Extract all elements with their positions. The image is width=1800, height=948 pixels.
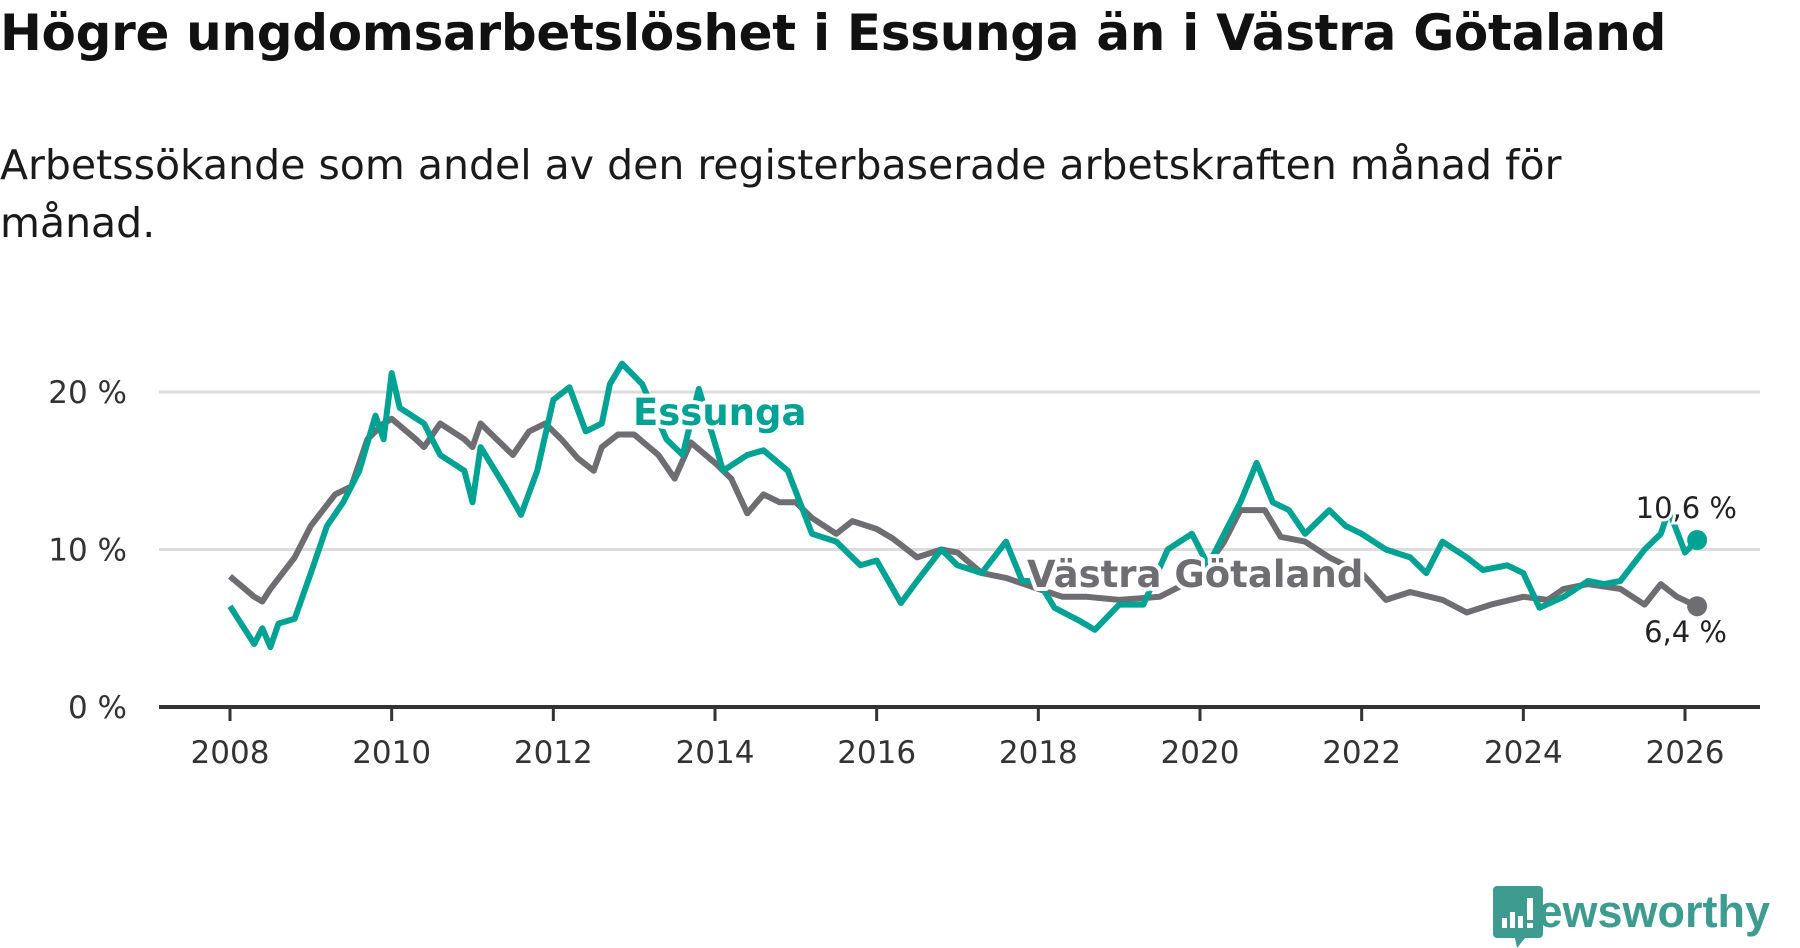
- x-tick-label: 2016: [837, 735, 916, 771]
- y-tick-label: 10 %: [48, 533, 127, 569]
- chart-subtitle: Arbetssökande som andel av den registerb…: [0, 141, 1562, 247]
- y-tick-label: 0 %: [68, 690, 127, 726]
- x-tick-label: 2026: [1646, 735, 1725, 771]
- x-tick-label: 2012: [514, 735, 593, 771]
- series-line-vastra-gotaland: [228, 415, 1699, 616]
- series-label-vastra-gotaland: Västra Götaland: [1027, 553, 1363, 596]
- end-point-marker: [1687, 530, 1708, 551]
- newsworthy-logo: Newsworthy: [1493, 886, 1771, 948]
- x-tick-label: 2014: [676, 735, 755, 771]
- x-tick-label: 2008: [191, 735, 270, 771]
- x-tick-label: 2010: [352, 735, 431, 771]
- x-tick-label: 2018: [999, 735, 1078, 771]
- newsworthy-logo-icon: [1493, 886, 1543, 948]
- x-tick-label: 2024: [1484, 735, 1563, 771]
- chart-title: Högre ungdomsarbetslöshet i Essunga än i…: [0, 4, 1667, 62]
- end-value-label-essunga: 10,6 %: [1636, 491, 1737, 525]
- x-tick-label: 2022: [1322, 735, 1401, 771]
- y-tick-label: 20 %: [48, 375, 127, 411]
- series-line-essunga: [227, 360, 1700, 651]
- end-value-label-vastra-gotaland: 6,4 %: [1644, 615, 1727, 649]
- x-tick-label: 2020: [1161, 735, 1240, 771]
- series-label-essunga: Essunga: [633, 391, 806, 434]
- brand-name: Newsworthy: [1505, 886, 1771, 937]
- end-point-marker: [1687, 596, 1708, 617]
